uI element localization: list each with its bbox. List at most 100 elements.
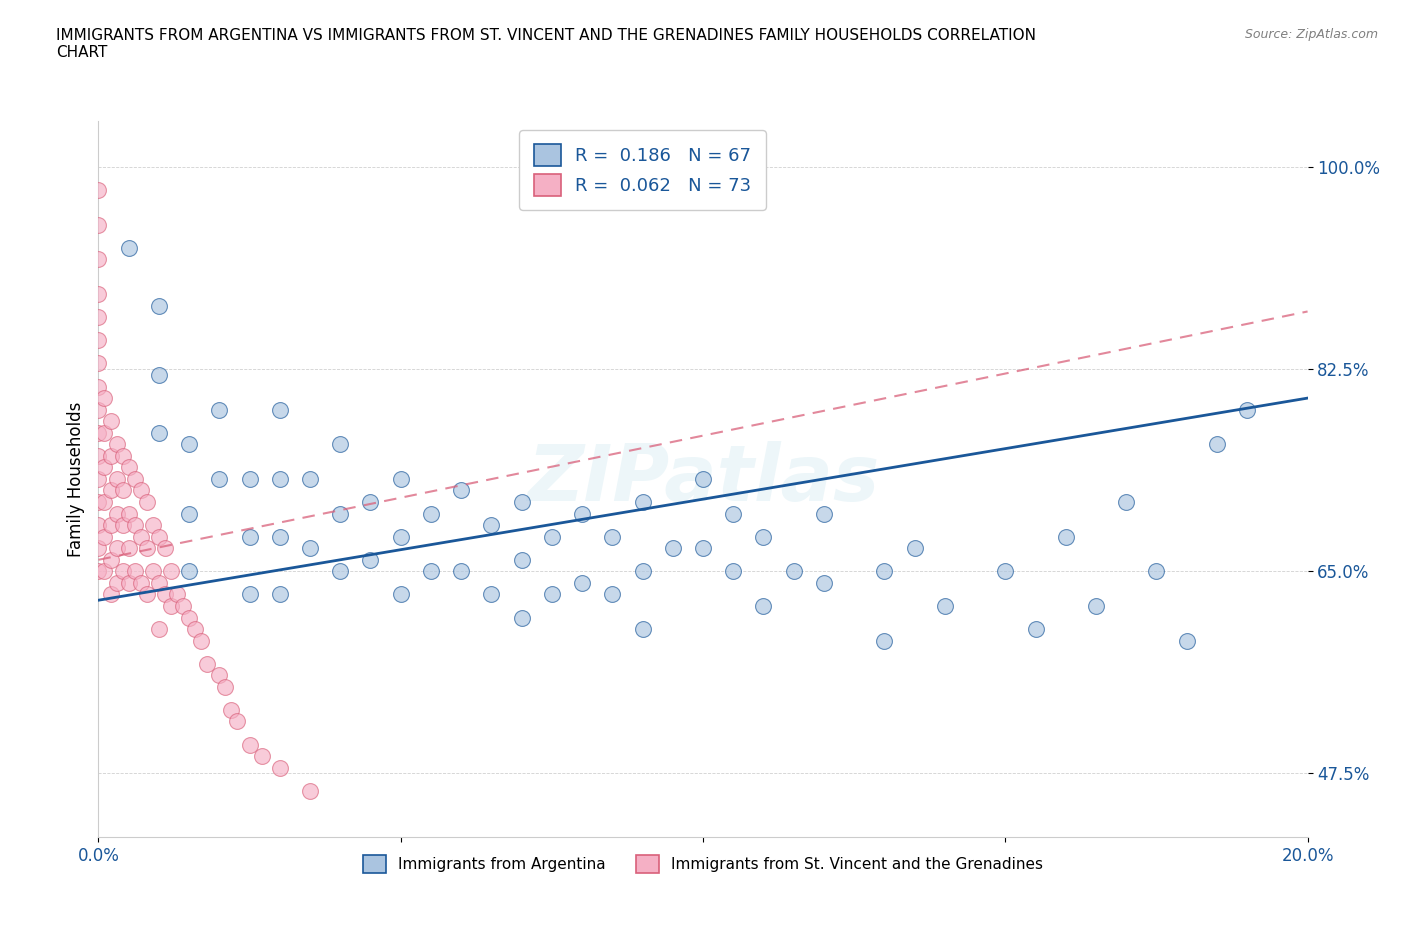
- Point: [87, 495, 110, 510]
- Point: [934, 599, 956, 614]
- Point: [692, 541, 714, 556]
- Point: [269, 760, 291, 775]
- Point: [87, 286, 110, 301]
- Point: [100, 587, 122, 602]
- Point: [87, 425, 110, 440]
- Point: [100, 448, 122, 463]
- Point: [752, 599, 775, 614]
- Point: [481, 587, 503, 602]
- Point: [148, 529, 170, 544]
- Point: [571, 506, 593, 521]
- Point: [105, 576, 128, 591]
- Point: [195, 657, 218, 671]
- Point: [153, 587, 176, 602]
- Point: [208, 668, 231, 683]
- Point: [226, 714, 249, 729]
- Text: ZIPatlas: ZIPatlas: [527, 441, 879, 517]
- Point: [93, 495, 115, 510]
- Point: [239, 529, 262, 544]
- Point: [118, 241, 141, 256]
- Point: [93, 460, 115, 475]
- Point: [571, 576, 593, 591]
- Point: [142, 564, 165, 578]
- Point: [631, 621, 654, 636]
- Point: [129, 529, 152, 544]
- Point: [111, 483, 134, 498]
- Point: [135, 541, 157, 556]
- Point: [118, 506, 141, 521]
- Point: [105, 472, 128, 486]
- Point: [692, 472, 714, 486]
- Point: [299, 472, 322, 486]
- Point: [87, 310, 110, 325]
- Point: [904, 541, 927, 556]
- Point: [389, 472, 412, 486]
- Point: [153, 541, 176, 556]
- Point: [179, 610, 201, 625]
- Point: [93, 425, 115, 440]
- Point: [481, 518, 503, 533]
- Point: [100, 552, 122, 567]
- Point: [179, 437, 201, 452]
- Point: [142, 518, 165, 533]
- Point: [124, 564, 146, 578]
- Point: [105, 506, 128, 521]
- Point: [100, 414, 122, 429]
- Point: [87, 218, 110, 232]
- Point: [813, 576, 835, 591]
- Point: [1054, 529, 1077, 544]
- Point: [111, 518, 134, 533]
- Point: [118, 541, 141, 556]
- Point: [135, 495, 157, 510]
- Point: [166, 587, 188, 602]
- Point: [100, 483, 122, 498]
- Point: [148, 299, 170, 313]
- Point: [239, 737, 262, 752]
- Point: [450, 564, 472, 578]
- Point: [148, 367, 170, 382]
- Point: [873, 633, 896, 648]
- Point: [221, 702, 243, 717]
- Point: [124, 472, 146, 486]
- Point: [540, 529, 562, 544]
- Point: [87, 333, 110, 348]
- Point: [783, 564, 806, 578]
- Point: [129, 483, 152, 498]
- Point: [239, 472, 262, 486]
- Point: [135, 587, 157, 602]
- Point: [111, 448, 134, 463]
- Point: [160, 564, 183, 578]
- Point: [723, 506, 745, 521]
- Point: [208, 472, 231, 486]
- Point: [450, 483, 472, 498]
- Point: [510, 610, 533, 625]
- Point: [172, 599, 194, 614]
- Point: [360, 552, 382, 567]
- Point: [269, 402, 291, 417]
- Point: [87, 183, 110, 198]
- Point: [420, 506, 443, 521]
- Point: [631, 564, 654, 578]
- Point: [100, 518, 122, 533]
- Point: [1206, 437, 1229, 452]
- Point: [93, 391, 115, 405]
- Point: [214, 680, 236, 695]
- Point: [360, 495, 382, 510]
- Point: [87, 379, 110, 394]
- Point: [87, 518, 110, 533]
- Point: [723, 564, 745, 578]
- Point: [631, 495, 654, 510]
- Point: [1115, 495, 1137, 510]
- Point: [105, 437, 128, 452]
- Text: IMMIGRANTS FROM ARGENTINA VS IMMIGRANTS FROM ST. VINCENT AND THE GRENADINES FAMI: IMMIGRANTS FROM ARGENTINA VS IMMIGRANTS …: [56, 28, 1036, 60]
- Point: [329, 437, 352, 452]
- Point: [93, 564, 115, 578]
- Text: Source: ZipAtlas.com: Source: ZipAtlas.com: [1244, 28, 1378, 41]
- Point: [1144, 564, 1167, 578]
- Point: [160, 599, 183, 614]
- Point: [873, 564, 896, 578]
- Point: [87, 564, 110, 578]
- Point: [239, 587, 262, 602]
- Point: [269, 587, 291, 602]
- Point: [129, 576, 152, 591]
